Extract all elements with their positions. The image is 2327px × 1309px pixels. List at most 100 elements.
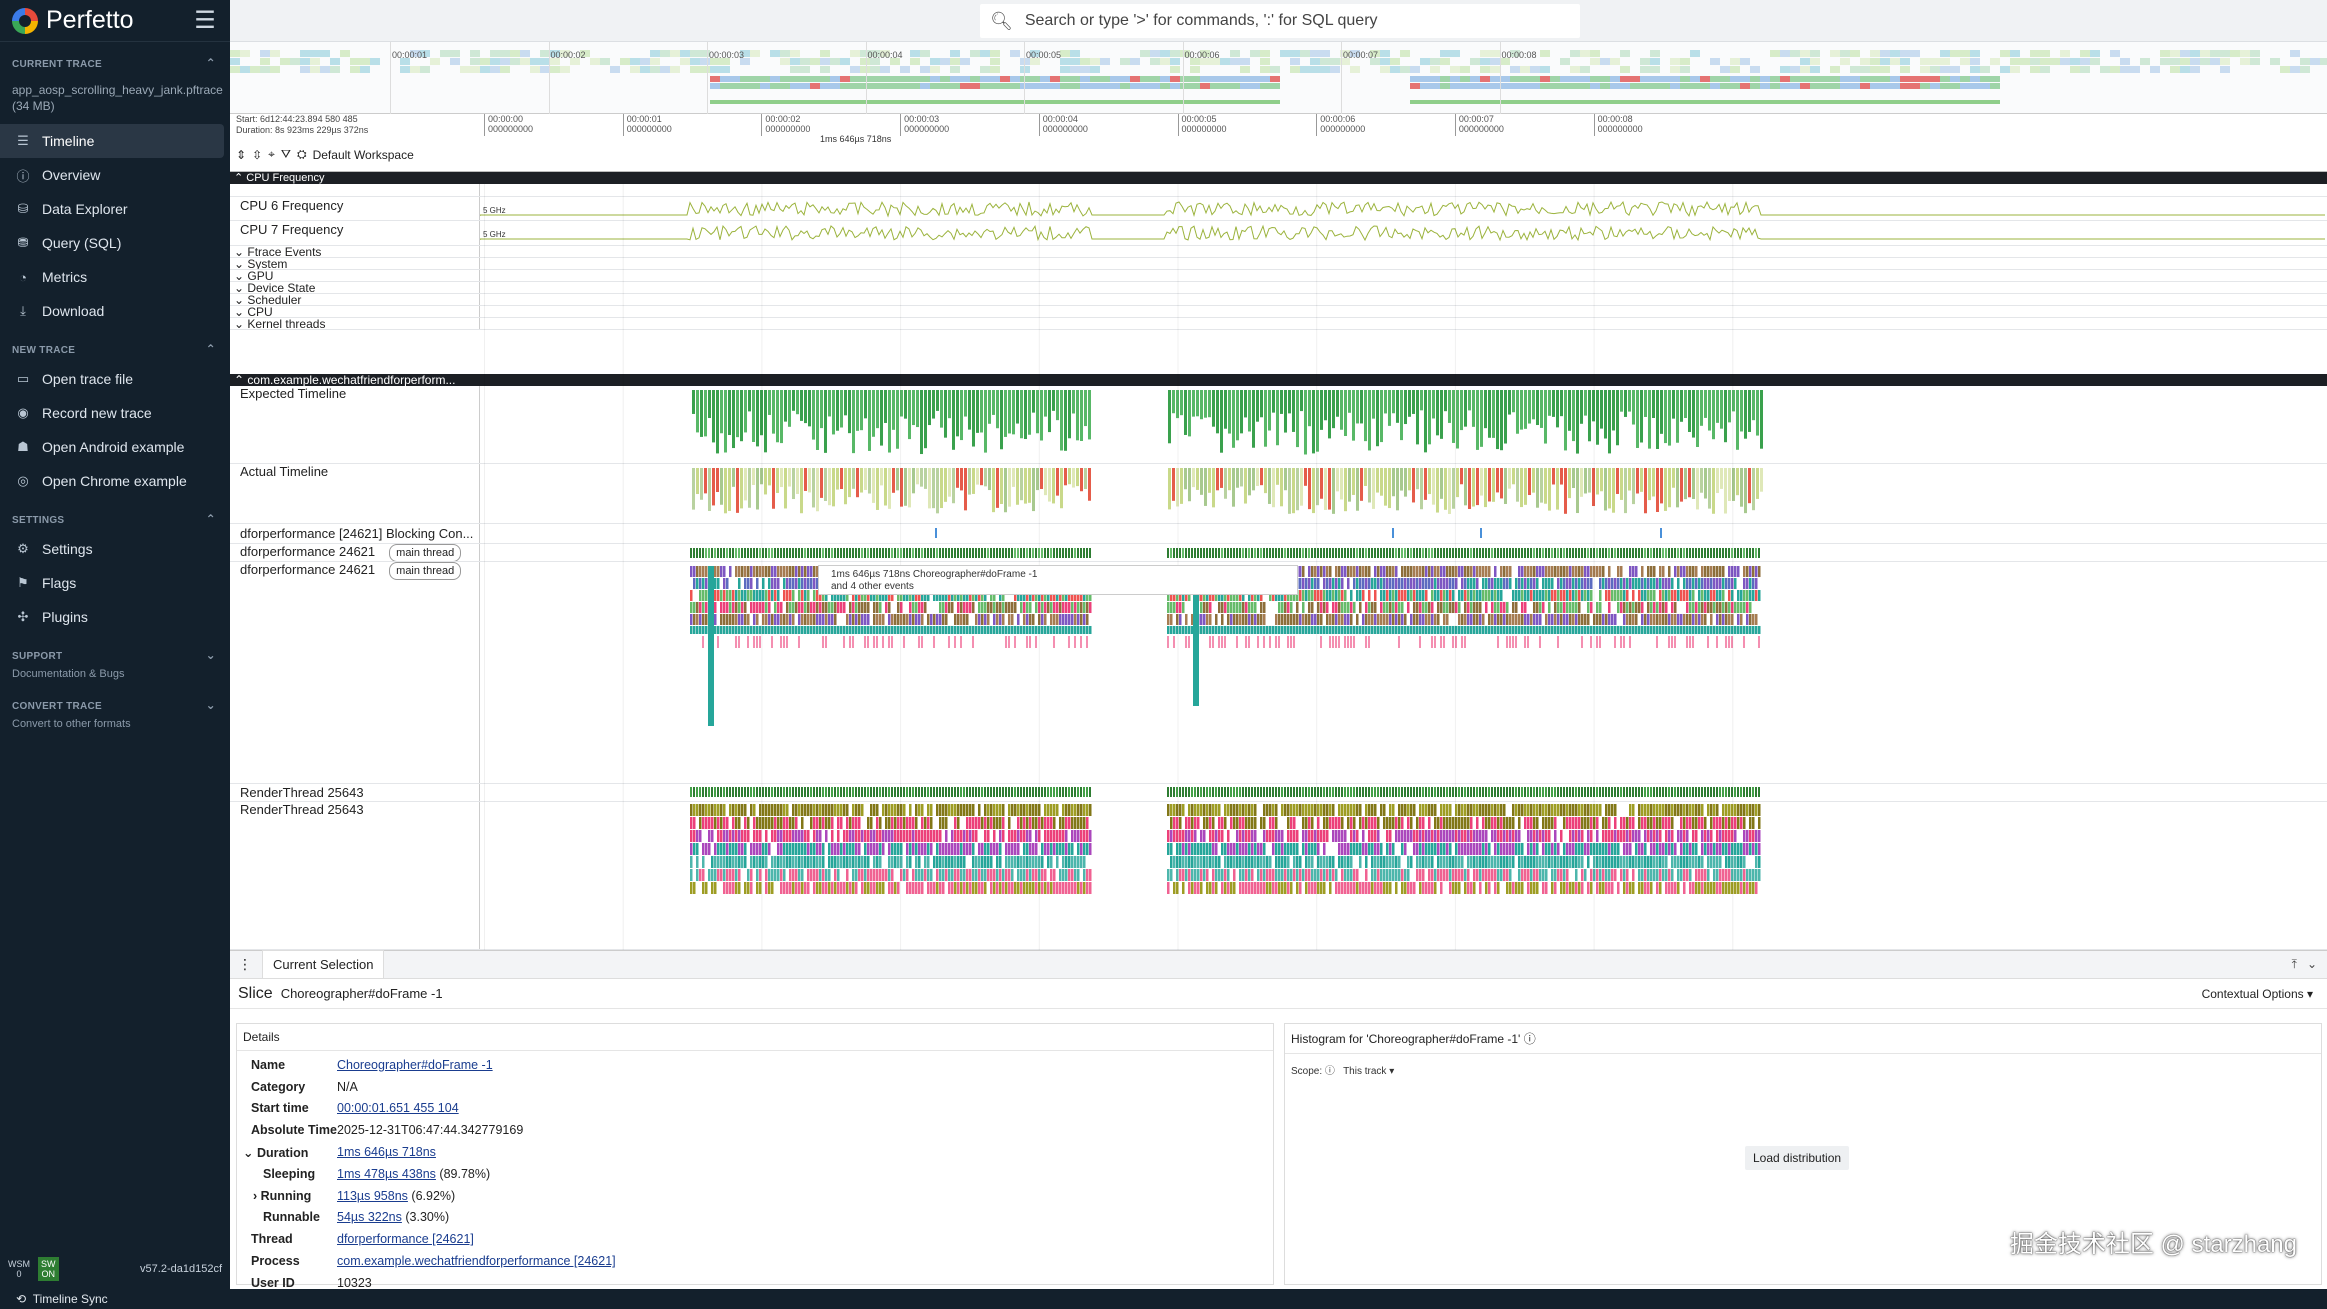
expected-frame [1036, 390, 1039, 434]
slice [777, 843, 780, 855]
track-actual-timeline[interactable]: Actual Timeline [230, 464, 2327, 524]
slice [1758, 566, 1761, 577]
track-cpu6-frequency[interactable]: CPU 6 Frequency 5 GHz [230, 197, 2327, 221]
section-support[interactable]: SUPPORT ⌄ [0, 634, 230, 668]
expected-frame [1280, 390, 1283, 414]
section-settings[interactable]: SETTINGS ⌃ [0, 498, 230, 532]
nav-item-open-android-example[interactable]: ☗ Open Android example [0, 430, 230, 464]
thread-state [1248, 548, 1250, 558]
track-group-gpu[interactable]: ⌄ GPU [230, 270, 2327, 282]
actual-frame [1452, 468, 1455, 509]
pin-icon[interactable]: ⌖ [268, 147, 275, 161]
hamburger-menu-icon[interactable]: ☰ [194, 7, 216, 34]
time-axis[interactable]: Start: 6d12:44:23.894 580 485 Duration: … [230, 114, 2327, 172]
nav-item-data-explorer[interactable]: ⛁ Data Explorer [0, 192, 230, 226]
slice [1332, 614, 1335, 625]
expected-frame [1040, 390, 1043, 441]
overview-cell [1080, 83, 1090, 89]
nav-item-settings[interactable]: ⚙ Settings [0, 532, 230, 566]
track-group-kernel-threads[interactable]: ⌄ Kernel threads [230, 318, 2327, 330]
slice [1452, 590, 1455, 601]
slice [1179, 804, 1182, 816]
slice [972, 843, 975, 855]
nav-item-query-sql-[interactable]: ⛃ Query (SQL) [0, 226, 230, 260]
nav-item-overview[interactable]: ⓘ Overview [0, 158, 230, 192]
nav-item-open-trace-file[interactable]: ▭ Open trace file [0, 362, 230, 396]
slice [1344, 614, 1347, 625]
section-convert-trace[interactable]: CONVERT TRACE ⌄ [0, 684, 230, 718]
filter-icon[interactable]: ⛛ [280, 147, 291, 161]
slice [1173, 626, 1176, 634]
slice [1701, 578, 1704, 589]
expected-frame [988, 390, 991, 424]
nav-item-download[interactable]: ⤓ Download [0, 294, 230, 328]
track-renderthread-slices[interactable]: RenderThread 25643 [230, 802, 2327, 950]
actual-frame [1760, 468, 1763, 492]
nav-item-plugins[interactable]: ✣ Plugins [0, 600, 230, 634]
track-main-thread-slices[interactable]: dforperformance 24621 main thread [230, 562, 2327, 784]
overview-timeline[interactable]: 00:00:01 00:00:02 00:00:03 00:00:04 00:00:05… [230, 42, 2327, 114]
nav-item-metrics[interactable]: ◔ Metrics [0, 260, 230, 294]
track-main-thread-state[interactable]: dforperformance 24621 main thread [230, 544, 2327, 562]
slice [780, 856, 783, 868]
slice [1422, 566, 1425, 577]
section-current-trace[interactable]: CURRENT TRACE ⌃ [0, 42, 230, 76]
overview-cell [2050, 58, 2060, 65]
track-area[interactable]: ⌃ CPU Frequency CPU 6 Frequency 5 GHz CP… [230, 172, 2327, 950]
thread-state [1311, 787, 1313, 797]
expected-frame [1624, 390, 1627, 417]
track-renderthread-state[interactable]: RenderThread 25643 [230, 784, 2327, 802]
slice [1638, 590, 1641, 601]
nav-item-open-chrome-example[interactable]: ◎ Open Chrome example [0, 464, 230, 498]
overview-cell [1150, 83, 1160, 89]
section-new-trace[interactable]: NEW TRACE ⌃ [0, 328, 230, 362]
overview-cell [1880, 58, 1890, 65]
nav-item-record-new-trace[interactable]: ◉ Record new trace [0, 396, 230, 430]
slice [1575, 626, 1578, 634]
slice [1533, 614, 1536, 625]
workspace-selector[interactable]: Default Workspace [312, 147, 414, 162]
overview-cell [1120, 58, 1130, 65]
overview-cell [670, 50, 680, 57]
track-blocking-calls[interactable]: dforperformance [24621] Blocking Con... [230, 524, 2327, 544]
overview-cell [1060, 76, 1070, 82]
nav-item-flags[interactable]: ⚑ Flags [0, 566, 230, 600]
overview-cell [910, 83, 920, 89]
track-group-device-state[interactable]: ⌄ Device State [230, 282, 2327, 294]
slice [1578, 614, 1581, 625]
slice [867, 882, 870, 894]
actual-frame [1044, 468, 1047, 496]
slice [1458, 602, 1461, 613]
omnibox[interactable]: 🔍︎ Search or type '>' for commands, ':' … [980, 4, 1580, 38]
overview-cell [1490, 100, 1500, 104]
overview-cell [1820, 76, 1830, 82]
slice [1536, 578, 1539, 589]
nav-item-timeline[interactable]: ☰ Timeline [0, 124, 224, 158]
slice [813, 626, 816, 634]
expected-frame [892, 390, 895, 430]
group-header-bar [480, 374, 2327, 386]
track-group-scheduler[interactable]: ⌄ Scheduler [230, 294, 2327, 306]
track-group-cpu[interactable]: ⌄ CPU [230, 306, 2327, 318]
slice [876, 614, 879, 625]
slice [966, 817, 969, 829]
overview-cell [1730, 76, 1740, 82]
thread-state [1284, 787, 1286, 797]
slice [1494, 614, 1497, 625]
thread-state [1308, 787, 1310, 797]
overview-cell [470, 58, 480, 65]
track-expected-timeline[interactable]: Expected Timeline [230, 386, 2327, 464]
slice [1404, 614, 1407, 625]
track-canvas[interactable] [480, 172, 2327, 950]
track-group-ftrace-events[interactable]: ⌄ Ftrace Events [230, 246, 2327, 258]
slice [987, 626, 990, 634]
expand-all-icon[interactable]: ⇕ [236, 147, 247, 162]
collapse-all-icon[interactable]: ⇳ [252, 147, 263, 162]
track-group-system[interactable]: ⌄ System [230, 258, 2327, 270]
thread-state [1542, 548, 1544, 558]
track-cpu7-frequency[interactable]: CPU 7 Frequency 5 GHz [230, 221, 2327, 246]
slice [879, 817, 882, 829]
slice [735, 566, 738, 577]
thread-state [885, 787, 887, 797]
slice [1608, 566, 1611, 577]
